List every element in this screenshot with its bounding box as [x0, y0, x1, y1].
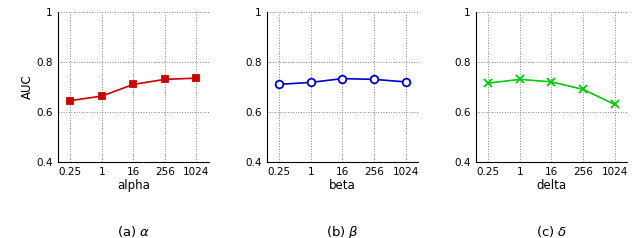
X-axis label: alpha: alpha	[117, 179, 150, 193]
X-axis label: beta: beta	[329, 179, 356, 193]
Text: (a) $\alpha$: (a) $\alpha$	[116, 224, 150, 238]
Text: (c) $\delta$: (c) $\delta$	[536, 224, 567, 238]
Y-axis label: AUC: AUC	[20, 74, 33, 99]
Text: (b) $\beta$: (b) $\beta$	[326, 224, 359, 238]
X-axis label: delta: delta	[536, 179, 566, 193]
